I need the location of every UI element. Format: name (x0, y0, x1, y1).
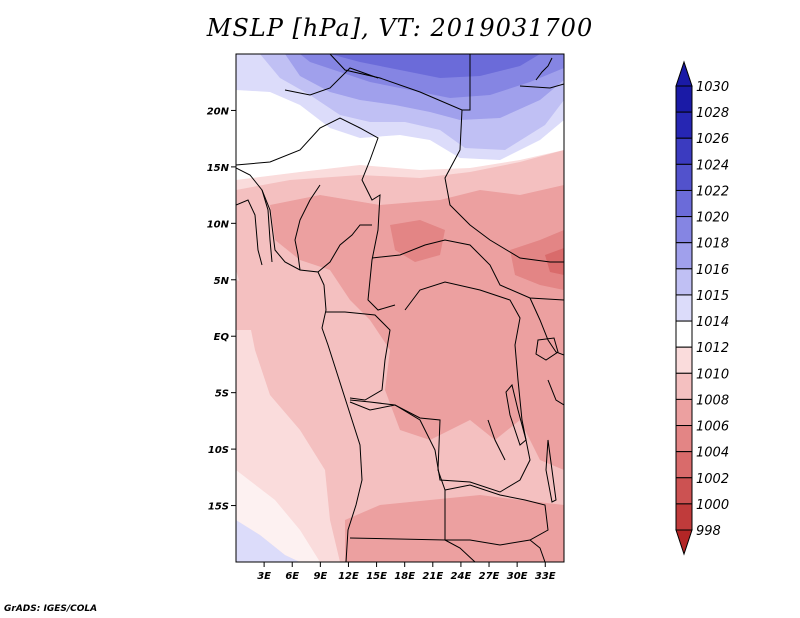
map-frame (235, 53, 565, 563)
colorbar-swatch (675, 163, 693, 191)
lon-tick-label: 18E (394, 571, 415, 582)
border-east (529, 297, 564, 356)
colorbar-label: 1015 (696, 289, 729, 304)
colorbar-label: 1022 (696, 184, 729, 199)
field-1015-sw (236, 520, 300, 562)
colorbar-label: 1024 (696, 158, 729, 173)
colorbar-swatch (675, 346, 693, 374)
border-cameroon (317, 224, 372, 273)
lake-victoria (535, 337, 559, 361)
border-sudan-east (519, 83, 564, 89)
colorbar-label: 1016 (696, 263, 729, 278)
field-1008 (270, 185, 564, 470)
colorbar-swatch (675, 398, 693, 427)
lat-tick-label: 10S (208, 445, 229, 456)
colorbar-swatch (675, 111, 693, 139)
lat-tick-label: 10N (207, 219, 230, 230)
lon-tick-label: 30E (507, 571, 528, 582)
page-title: MSLP [hPa], VT: 2019031700 (206, 14, 594, 42)
colorbar-label: 1018 (696, 237, 729, 252)
field-1022 (330, 54, 540, 78)
colorbar-swatch (675, 294, 693, 322)
border-gabon-congo (326, 311, 391, 401)
colorbar-label: 1010 (696, 367, 729, 382)
border-car (371, 239, 564, 301)
border-west-2 (236, 199, 263, 266)
colorbar-swatch (675, 372, 693, 400)
border-north-2 (284, 67, 379, 96)
field-1006 (390, 220, 445, 262)
lon-tick-label: 9E (313, 571, 327, 582)
lat-tick-label: 15N (207, 163, 230, 174)
border-drc (349, 281, 531, 493)
colorbar-swatch (675, 137, 693, 165)
field-1010-west (236, 280, 270, 330)
colorbar-label: 1014 (696, 315, 729, 330)
colorbar-label: 1002 (696, 472, 729, 487)
latitude-axis: 20N 15N 10N 5N EQ 5S 10S 15S (207, 106, 236, 513)
lon-tick-label: 33E (535, 571, 556, 582)
colorbar-label: 1012 (696, 341, 729, 356)
lat-tick-label: 5N (214, 276, 230, 287)
lon-tick-label: 3E (257, 571, 271, 582)
colorbar-top-arrow (675, 60, 693, 87)
colorbar-swatch (675, 216, 693, 244)
colorbar-swatch (675, 189, 693, 218)
coastline-red-sea (535, 57, 553, 81)
lake-tanganyika (505, 383, 527, 446)
border-nigeria (261, 189, 273, 263)
colorbar-swatch (675, 503, 693, 531)
lat-tick-label: EQ (214, 332, 230, 343)
colorbar-swatch (675, 425, 693, 453)
colorbar-label: 998 (696, 524, 721, 539)
lat-tick-label: 20N (207, 106, 230, 117)
colorbar-bottom-arrow (675, 529, 693, 556)
colorbar-label: 1020 (696, 211, 729, 226)
lat-tick-label: 15S (208, 502, 229, 513)
footer-credit: GrADS: IGES/COLA (4, 604, 98, 614)
colorbar-swatch (675, 477, 693, 505)
colorbar-label: 1008 (696, 393, 729, 408)
border-gulf-north (294, 184, 321, 271)
colorbar-label: 1000 (696, 498, 729, 513)
field-1014-sw (236, 470, 320, 562)
lon-tick-label: 21E (422, 571, 443, 582)
colorbar-swatch (675, 85, 693, 113)
colorbar-swatch (675, 451, 693, 479)
colorbar-label: 1026 (696, 132, 729, 147)
coastlines-borders (236, 54, 564, 562)
lon-tick-label: 24E (451, 571, 472, 582)
colorbar-swatch (675, 268, 693, 296)
colorbar-label: 1006 (696, 420, 729, 435)
coastline-west-africa (236, 167, 363, 562)
colorbar-swatch (675, 242, 693, 270)
lon-tick-label: 15E (366, 571, 387, 582)
colorbar-swatch (675, 320, 693, 348)
longitude-axis: 3E 6E 9E 12E 15E 18E 21E 24E 27E 30E 33E (257, 562, 556, 582)
lake-malawi (545, 439, 557, 503)
lon-tick-label: 12E (338, 571, 359, 582)
border-north (329, 54, 471, 111)
lat-tick-label: 5S (215, 389, 229, 400)
lon-tick-label: 27E (479, 571, 500, 582)
border-sahel (236, 117, 396, 311)
border-mozambique (529, 539, 546, 562)
pressure-field (236, 54, 564, 562)
colorbar-label: 1028 (696, 106, 729, 121)
lon-tick-label: 6E (285, 571, 299, 582)
border-angola (349, 401, 446, 541)
border-tanzania (547, 379, 564, 406)
field-1008-south (345, 495, 564, 562)
border-zambia (444, 484, 549, 546)
colorbar-label: 1030 (696, 80, 729, 95)
colorbar-label: 1004 (696, 446, 729, 461)
border-chad-sudan (444, 109, 564, 263)
border-botswana (444, 539, 476, 562)
colorbar: 1030 1028 1026 1024 1022 1020 1018 1016 1015 1014… (675, 60, 729, 556)
border-south-drc (487, 419, 506, 461)
